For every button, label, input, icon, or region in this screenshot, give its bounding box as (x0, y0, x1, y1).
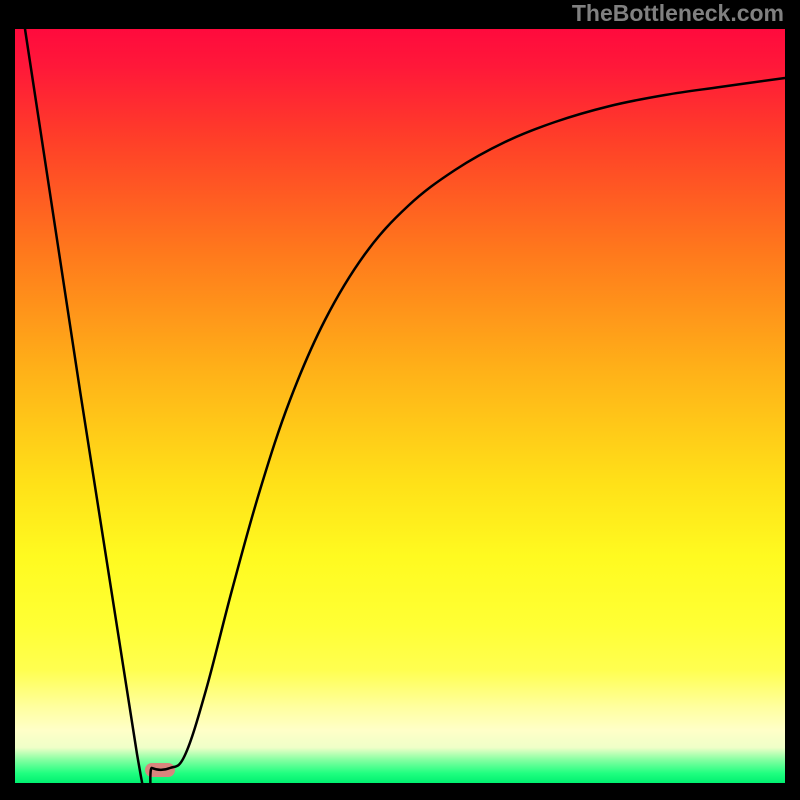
frame-left (0, 0, 15, 800)
frame-right (785, 0, 800, 800)
plot-background (15, 29, 785, 783)
watermark-text: TheBottleneck.com (572, 0, 784, 27)
frame-bottom (0, 783, 800, 800)
chart-svg (0, 0, 800, 800)
bottleneck-chart: TheBottleneck.com (0, 0, 800, 800)
